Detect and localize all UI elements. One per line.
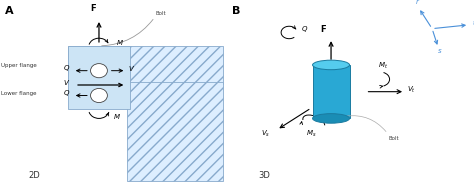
Text: $r$: $r$ (415, 0, 420, 6)
Text: $\mathbf{F}$: $\mathbf{F}$ (90, 2, 97, 13)
Circle shape (91, 64, 108, 78)
Text: $s$: $s$ (437, 47, 443, 54)
Bar (312, 65, 349, 118)
Text: 3D: 3D (258, 171, 271, 180)
Text: $M_t$: $M_t$ (378, 61, 388, 71)
Text: $M$: $M$ (113, 112, 120, 121)
Text: A: A (5, 6, 13, 16)
Bar (68, 46, 130, 109)
Text: $Q$: $Q$ (64, 63, 71, 73)
Circle shape (91, 88, 108, 103)
Text: Bolt: Bolt (389, 136, 400, 141)
Bar (128, 82, 223, 181)
Text: 2D: 2D (28, 171, 40, 180)
Text: $M_s$: $M_s$ (306, 129, 317, 139)
Text: $Q$: $Q$ (64, 88, 71, 98)
Text: $M$: $M$ (116, 38, 124, 48)
Text: $t$: $t$ (472, 17, 474, 27)
Ellipse shape (312, 114, 349, 123)
Text: B: B (232, 6, 241, 16)
Text: $\mathbf{F}$: $\mathbf{F}$ (320, 23, 327, 34)
Ellipse shape (312, 60, 349, 70)
Text: $V$: $V$ (128, 64, 135, 73)
Text: $V_t$: $V_t$ (408, 85, 416, 95)
Text: Bolt: Bolt (156, 11, 166, 16)
Text: $V$: $V$ (64, 78, 71, 87)
Bar (68, 46, 223, 84)
Text: Lower flange: Lower flange (1, 91, 36, 96)
Text: $Q$: $Q$ (301, 24, 309, 34)
Text: $V_s$: $V_s$ (261, 129, 270, 139)
Text: Upper flange: Upper flange (1, 63, 37, 68)
